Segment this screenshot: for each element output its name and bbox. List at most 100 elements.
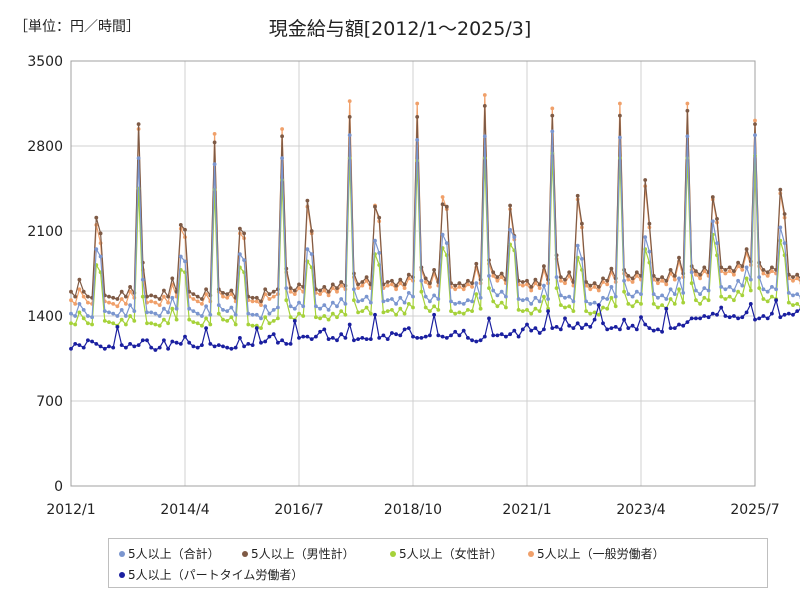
data-point xyxy=(444,204,449,209)
data-point xyxy=(537,331,542,335)
data-point xyxy=(685,108,690,113)
data-point xyxy=(119,308,124,312)
data-point xyxy=(204,292,209,296)
data-point xyxy=(259,316,263,321)
legend-item: 5人以上（一般労働者） xyxy=(528,545,665,562)
data-point xyxy=(174,306,179,311)
data-point xyxy=(390,331,394,335)
data-point xyxy=(495,304,500,309)
data-point xyxy=(474,261,479,266)
data-point xyxy=(740,315,745,320)
data-point xyxy=(225,319,230,323)
data-point xyxy=(554,286,559,290)
data-point xyxy=(702,286,707,290)
data-point xyxy=(605,327,610,332)
data-point xyxy=(77,343,82,347)
data-point xyxy=(204,287,209,292)
data-point xyxy=(352,338,356,343)
data-point xyxy=(385,280,390,284)
data-point xyxy=(250,299,255,304)
data-point xyxy=(208,342,213,346)
data-point xyxy=(601,321,605,326)
data-point xyxy=(664,297,669,301)
data-point xyxy=(200,323,204,328)
data-point xyxy=(94,247,99,252)
data-point xyxy=(140,294,145,299)
data-point xyxy=(309,229,314,233)
data-point xyxy=(292,292,297,296)
data-point xyxy=(656,277,660,282)
data-point xyxy=(69,298,73,303)
data-point xyxy=(575,243,580,248)
data-point xyxy=(390,282,394,287)
data-point xyxy=(178,223,183,227)
data-point xyxy=(373,204,377,209)
data-point xyxy=(394,283,398,288)
data-point xyxy=(347,133,352,138)
data-point xyxy=(765,270,770,275)
data-point xyxy=(423,280,428,284)
data-point xyxy=(225,345,230,350)
data-point xyxy=(276,340,280,345)
data-point xyxy=(618,135,622,140)
data-point xyxy=(466,282,470,287)
data-point xyxy=(368,311,373,316)
data-point xyxy=(212,344,217,349)
data-point xyxy=(651,328,656,333)
data-point xyxy=(166,321,171,326)
data-point xyxy=(571,309,576,313)
data-point xyxy=(301,304,306,309)
data-point xyxy=(111,345,116,350)
data-point xyxy=(339,332,344,337)
data-point xyxy=(558,275,563,279)
data-point xyxy=(466,278,470,283)
legend-marker xyxy=(390,550,396,557)
data-point xyxy=(90,339,94,344)
data-point xyxy=(651,302,656,306)
data-point xyxy=(554,275,559,279)
data-point xyxy=(246,342,251,346)
data-point xyxy=(347,99,352,103)
data-point xyxy=(440,232,445,237)
data-point xyxy=(301,334,306,339)
data-point xyxy=(761,314,766,318)
data-point xyxy=(748,277,753,282)
data-point xyxy=(73,314,78,318)
x-tick-label: 2023/4 xyxy=(616,502,665,518)
data-point xyxy=(288,304,293,309)
data-point xyxy=(723,268,728,272)
data-point xyxy=(145,310,149,315)
data-point xyxy=(770,285,774,289)
data-point xyxy=(128,303,133,307)
data-point xyxy=(195,299,200,304)
data-point xyxy=(174,317,179,322)
data-point xyxy=(326,293,331,298)
data-point xyxy=(567,294,572,299)
data-point xyxy=(558,293,563,298)
data-point xyxy=(356,310,360,315)
data-point xyxy=(791,278,795,283)
data-point xyxy=(516,297,521,301)
data-point xyxy=(457,333,462,338)
data-point xyxy=(81,345,86,350)
data-point xyxy=(288,289,293,294)
data-point xyxy=(795,276,800,281)
data-point xyxy=(491,270,496,275)
data-point xyxy=(157,323,162,328)
legend-marker xyxy=(119,571,125,578)
data-point xyxy=(69,321,73,326)
data-point xyxy=(567,323,572,328)
data-point xyxy=(672,274,677,278)
data-point xyxy=(677,276,681,281)
legend-item: 5人以上（女性計） xyxy=(390,545,503,562)
data-point xyxy=(406,302,411,306)
data-point xyxy=(795,292,800,296)
data-point xyxy=(504,334,508,339)
data-point xyxy=(596,288,601,293)
data-point xyxy=(128,285,133,289)
data-point xyxy=(233,312,238,317)
data-point xyxy=(195,294,200,299)
data-point xyxy=(368,337,373,341)
data-point xyxy=(242,344,247,349)
data-point xyxy=(322,285,327,289)
